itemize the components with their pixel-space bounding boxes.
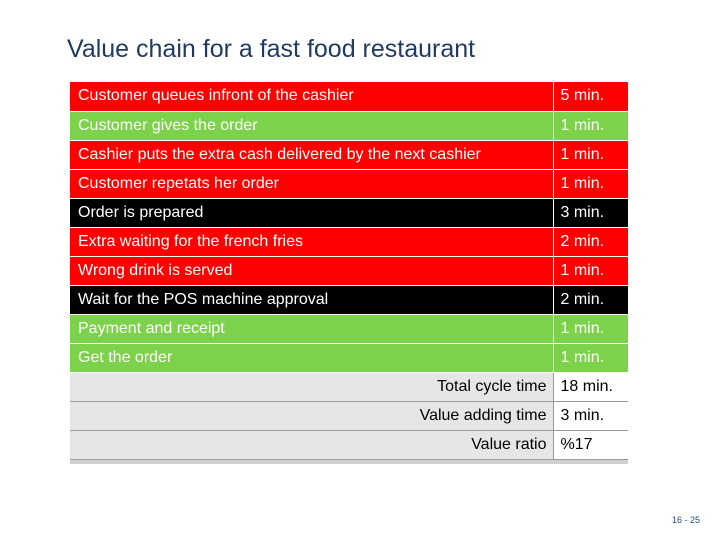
step-label: Order is prepared [70, 198, 554, 228]
summary-row: Total cycle time 18 min. [70, 372, 628, 402]
table-row: Wrong drink is served 1 min. [70, 256, 628, 286]
summary-row: Value adding time 3 min. [70, 401, 628, 431]
summary-label: Value ratio [70, 430, 554, 460]
step-label: Extra waiting for the french fries [70, 227, 554, 257]
value-chain-table: Customer queues infront of the cashier 5 … [70, 82, 628, 464]
table-row: Order is prepared 3 min. [70, 198, 628, 228]
step-time: 1 min. [553, 256, 628, 286]
table-row: Cashier puts the extra cash delivered by… [70, 140, 628, 170]
step-time: 1 min. [553, 314, 628, 344]
summary-row: Value ratio %17 [70, 430, 628, 460]
table-body: Customer queues infront of the cashier 5 … [70, 82, 628, 460]
table-row: Extra waiting for the french fries 2 min. [70, 227, 628, 257]
step-time: 1 min. [553, 111, 628, 141]
page-title: Value chain for a fast food restaurant [67, 35, 476, 63]
step-label: Customer queues infront of the cashier [70, 82, 554, 112]
table-row: Customer gives the order 1 min. [70, 111, 628, 141]
step-label: Payment and receipt [70, 314, 554, 344]
step-time: 5 min. [553, 82, 628, 112]
step-label: Wait for the POS machine approval [70, 285, 554, 315]
step-time: 2 min. [553, 227, 628, 257]
summary-value: %17 [553, 430, 628, 460]
step-label: Customer repetats her order [70, 169, 554, 199]
step-time: 1 min. [553, 343, 628, 373]
step-time: 3 min. [553, 198, 628, 228]
summary-label: Value adding time [70, 401, 554, 431]
table-row: Get the order 1 min. [70, 343, 628, 373]
table-row: Customer queues infront of the cashier 5 … [70, 82, 628, 112]
step-time: 1 min. [553, 169, 628, 199]
step-label: Get the order [70, 343, 554, 373]
summary-value: 3 min. [553, 401, 628, 431]
step-label: Cashier puts the extra cash delivered by… [70, 140, 554, 170]
table-row: Payment and receipt 1 min. [70, 314, 628, 344]
table-row: Customer repetats her order 1 min. [70, 169, 628, 199]
summary-value: 18 min. [553, 372, 628, 402]
step-time: 2 min. [553, 285, 628, 315]
step-label: Wrong drink is served [70, 256, 554, 286]
table-row: Wait for the POS machine approval 2 min. [70, 285, 628, 315]
summary-label: Total cycle time [70, 372, 554, 402]
page-number: 16 - 25 [671, 515, 700, 525]
step-label: Customer gives the order [70, 111, 554, 141]
step-time: 1 min. [553, 140, 628, 170]
